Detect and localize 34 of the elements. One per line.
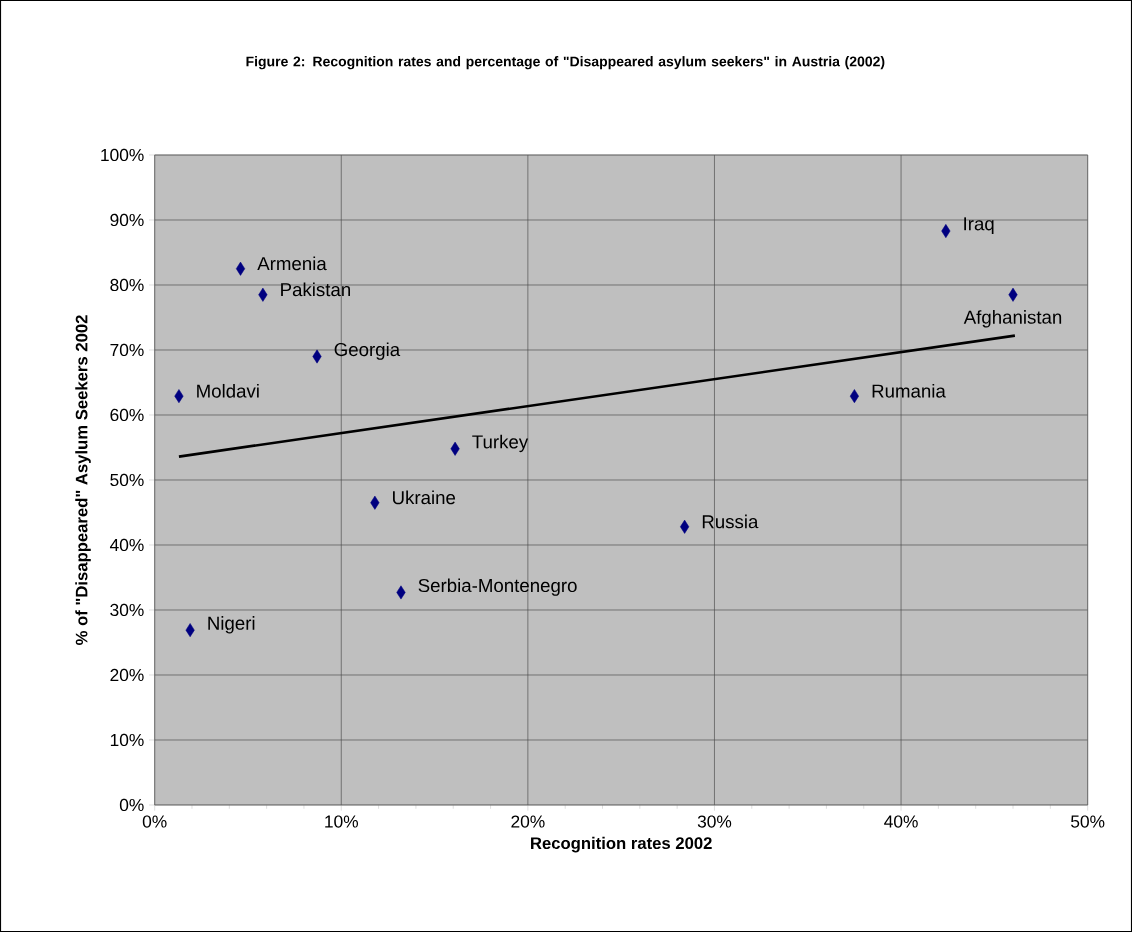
x-tick-label: 10% (325, 815, 358, 828)
annotation: Georgia (334, 342, 401, 360)
y-tick-label: 50% (110, 473, 144, 487)
y-tick-label: 60% (110, 408, 144, 422)
y-tick-label: 90% (110, 213, 144, 227)
x-axis-title: Recognition rates 2002 (531, 836, 712, 853)
annotation: Ukraine (393, 490, 456, 505)
y-tick-label: 0% (119, 798, 144, 812)
x-tick-label: 30% (697, 815, 732, 828)
y-tick-label: 70% (110, 343, 144, 357)
annotation: Armenia (257, 256, 327, 271)
chart-title: Figure 2: Recognition rates and percentage of "Disappeared asylum seekers" in Austria (2002) (246, 56, 885, 70)
y-tick-label: 30% (110, 603, 144, 617)
y-tick-label: 80% (110, 278, 144, 292)
annotation: Nigeri (208, 616, 255, 634)
annotation: Iraq (964, 217, 994, 235)
y-tick-label: 10% (110, 733, 144, 747)
y-tick-label: 100% (101, 148, 144, 162)
annotation: Pakistan (281, 282, 350, 297)
point (235, 261, 246, 276)
y-axis-title: % of "Disappeared" Asylum Seekers 2002 (75, 315, 91, 645)
x-tick-label: 20% (511, 815, 545, 828)
annotation: Moldavi (197, 383, 259, 398)
y-tick-label: 20% (110, 668, 144, 682)
x-tick-label: 40% (884, 815, 918, 828)
x-tick-label: 50% (1071, 815, 1105, 828)
annotation: Turkey (472, 434, 529, 453)
y-tick-label: 40% (109, 538, 144, 552)
annotation: Russia (702, 514, 759, 529)
annotation: Serbia-Montenegro (418, 578, 577, 596)
annotation: Rumania (872, 383, 946, 398)
x-tick-label: 0% (142, 815, 167, 828)
point (941, 224, 951, 238)
annotation: Afghanistan (963, 310, 1062, 328)
